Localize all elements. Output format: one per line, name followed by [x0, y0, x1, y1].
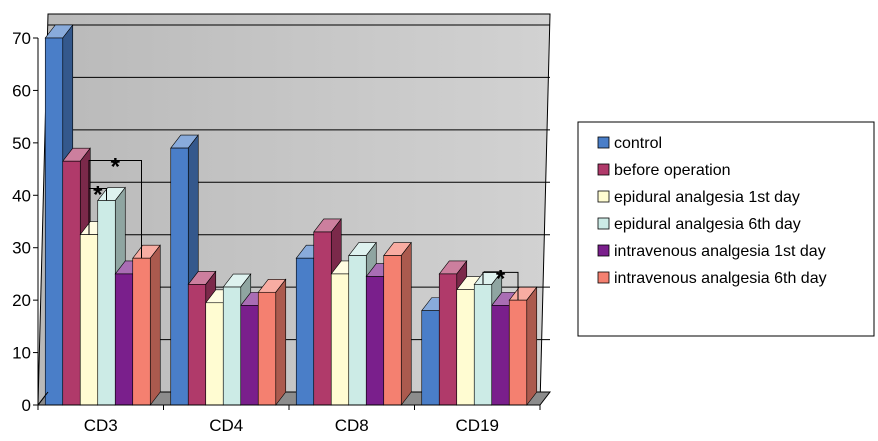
bar-front [421, 310, 440, 406]
bar-side [526, 286, 538, 406]
legend-label: before operation [614, 162, 731, 179]
significance-star: * [496, 265, 506, 292]
bar-front [132, 257, 151, 406]
x-tick-label: CD8 [335, 416, 369, 435]
bracket-line [88, 160, 142, 259]
bar-front [170, 147, 189, 406]
bar-front [222, 286, 242, 406]
bar-front [44, 37, 64, 406]
legend-swatch [597, 190, 610, 203]
bar-front [473, 284, 493, 406]
bar-front [383, 255, 402, 406]
significance-star: * [93, 182, 103, 209]
bar-front [456, 289, 475, 406]
bar-front [508, 299, 528, 406]
bar-front [313, 231, 332, 406]
legend-label: epidural analgesia 1st day [614, 189, 800, 206]
bar-front [240, 305, 259, 406]
legend-item: epidural analgesia 1st day [597, 189, 800, 206]
legend: control before operation epidural analgesi… [577, 121, 875, 337]
bar [383, 241, 412, 406]
x-tick-label: CD4 [209, 416, 243, 435]
legend-swatch [597, 271, 610, 284]
x-tick-label: CD3 [84, 416, 118, 435]
legend-label: intravenous analgesia 6th day [614, 270, 827, 287]
legend-item: epidural analgesia 6th day [597, 216, 801, 233]
y-tick-label: 20 [12, 291, 31, 310]
bar-front [79, 234, 99, 406]
bar-front [114, 273, 134, 406]
significance-bracket: * [482, 265, 519, 301]
bar-front [491, 305, 510, 406]
y-tick-label: 30 [12, 239, 31, 258]
legend-swatch [597, 217, 610, 230]
legend-swatch [597, 136, 610, 149]
legend-label: intravenous analgesia 1st day [614, 243, 826, 260]
legend-label: epidural analgesia 6th day [614, 216, 801, 233]
legend-swatch [597, 244, 610, 257]
bar [508, 286, 538, 406]
significance-star: * [111, 154, 121, 181]
axes: 0 10 20 30 40 50 60 70 CD3 CD4 CD8 CD19 [12, 29, 541, 435]
legend-label: control [614, 135, 662, 152]
legend-item: intravenous analgesia 1st day [597, 243, 826, 260]
y-tick-label: 0 [22, 396, 31, 415]
bar-side [275, 278, 287, 406]
bars [44, 24, 538, 406]
bar-front [330, 273, 350, 406]
bar-front [438, 273, 458, 406]
bar-front [295, 257, 315, 406]
bar-front [365, 276, 385, 406]
y-tick-label: 70 [12, 29, 31, 48]
bar-front [97, 200, 116, 406]
bar-front [348, 255, 367, 406]
y-tick-label: 60 [12, 81, 31, 100]
legend-box [577, 121, 875, 337]
bar-side [149, 244, 161, 406]
y-tick-label: 50 [12, 134, 31, 153]
y-tick-label: 40 [12, 186, 31, 205]
significance-bracket: * [88, 154, 142, 259]
bar [132, 244, 161, 406]
x-tick-label: CD19 [456, 416, 499, 435]
legend-item: intravenous analgesia 6th day [597, 270, 827, 287]
legend-swatch [597, 163, 610, 176]
legend-item: control [597, 135, 662, 152]
legend-item: before operation [597, 162, 731, 179]
bracket-line [482, 271, 519, 301]
y-tick-label: 10 [12, 344, 31, 363]
bar-front [62, 160, 81, 406]
bar-front [257, 291, 277, 406]
y-axis-foot [37, 391, 49, 406]
significance-annotations: * * * [88, 154, 519, 301]
bar-side [400, 241, 412, 406]
bar [257, 278, 287, 406]
bar-front [205, 302, 224, 406]
bar-front [187, 284, 207, 406]
